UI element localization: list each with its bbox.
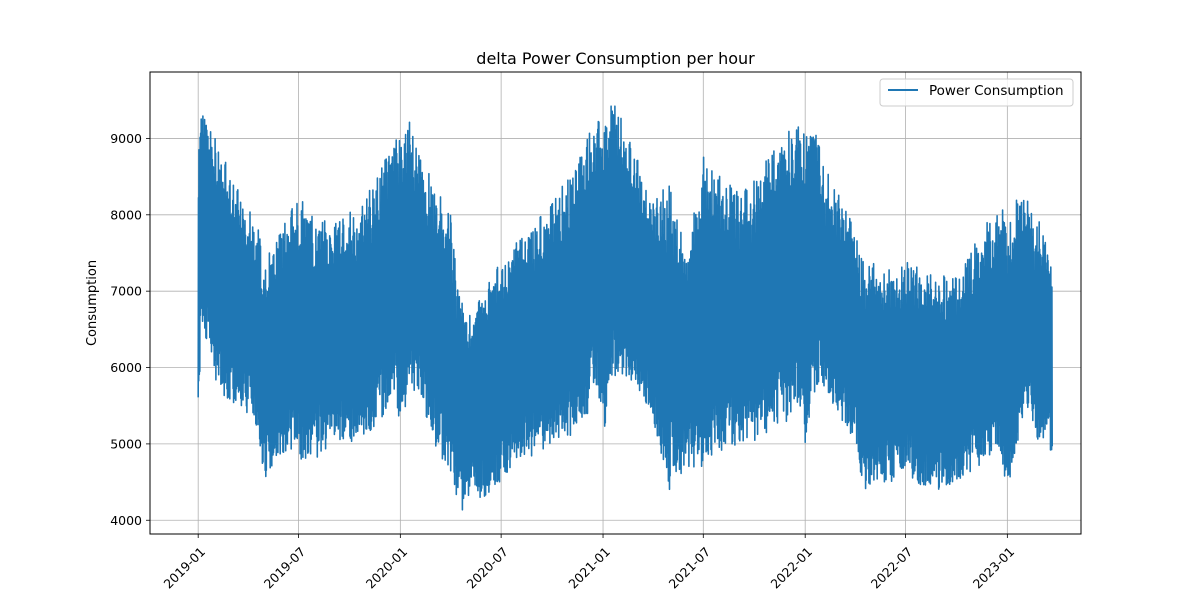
y-tick-label: 5000 <box>110 436 142 451</box>
y-tick-label: 4000 <box>110 513 142 528</box>
chart-title: delta Power Consumption per hour <box>476 49 755 68</box>
y-tick-label: 8000 <box>110 207 142 222</box>
y-axis-label: Consumption <box>85 260 100 346</box>
legend: Power Consumption <box>879 78 1074 107</box>
y-tick-label: 7000 <box>110 284 142 299</box>
y-tick-label: 9000 <box>110 131 142 146</box>
y-axis: 4000 5000 6000 7000 8000 9000 <box>110 131 150 528</box>
series-group <box>197 105 1053 511</box>
plot-frame <box>149 71 1082 535</box>
legend-label: Power Consumption <box>929 83 1064 99</box>
y-tick-label: 6000 <box>110 360 142 375</box>
legend-frame <box>879 78 1074 107</box>
series-line-power-consumption <box>197 105 1053 511</box>
